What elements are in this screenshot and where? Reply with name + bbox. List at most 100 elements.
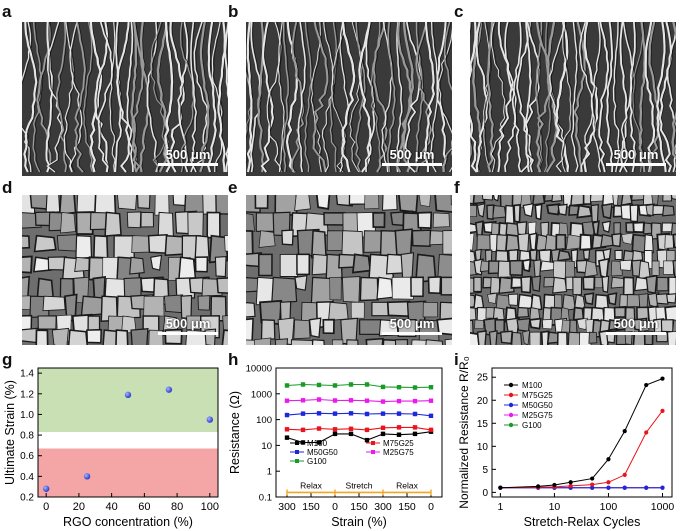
series-line xyxy=(286,383,432,389)
x-tick-label: 60 xyxy=(138,501,150,513)
data-point xyxy=(428,413,434,419)
data-point xyxy=(316,382,322,388)
data-point xyxy=(364,382,370,387)
data-point xyxy=(316,426,322,431)
data-point xyxy=(412,385,418,390)
data-point xyxy=(590,485,595,490)
strain-segment-label: Stretch xyxy=(346,480,373,490)
data-point xyxy=(644,430,649,435)
panel-label-g: g xyxy=(2,350,13,369)
scale-text-b: 500 μm xyxy=(389,147,435,162)
data-point xyxy=(348,431,354,437)
data-point xyxy=(428,398,434,403)
y-tick-label: 0.8 xyxy=(20,431,34,442)
sem-image-d: 500 μm xyxy=(22,195,228,345)
data-point xyxy=(380,384,386,390)
panel-label-i: i xyxy=(454,350,459,369)
data-point xyxy=(552,482,557,488)
data-point xyxy=(364,398,370,403)
y-tick-label: 20 xyxy=(477,396,489,407)
data-point xyxy=(606,485,611,490)
data-point xyxy=(332,411,338,416)
data-point xyxy=(316,440,322,445)
plot-frame xyxy=(37,367,219,498)
data-point xyxy=(284,383,290,388)
legend-marker xyxy=(371,450,375,454)
data-point xyxy=(348,426,354,431)
panel-label-a: a xyxy=(2,2,12,21)
x-tick-label: 100 xyxy=(201,501,219,513)
y-tick-label: 0.4 xyxy=(20,472,34,483)
y-axis-label: Ultimate Strain (%) xyxy=(3,380,17,485)
x-tick-label: 150 xyxy=(302,501,320,513)
data-point xyxy=(332,431,338,437)
shaded-band xyxy=(38,448,218,497)
x-tick-label: 150 xyxy=(350,501,368,513)
series-line xyxy=(286,431,432,444)
series-line xyxy=(286,398,432,403)
data-point xyxy=(428,385,434,390)
data-point xyxy=(568,483,573,489)
data-point xyxy=(590,482,595,487)
y-tick-label: 10 xyxy=(261,441,272,452)
plot-frame xyxy=(491,367,673,498)
x-tick-label: 20 xyxy=(73,501,85,513)
x-tick-label: 40 xyxy=(106,501,118,513)
legend-label: M100 xyxy=(522,381,543,390)
y-tick-label: 0 xyxy=(482,488,488,499)
panel-label-d: d xyxy=(2,178,13,197)
x-tick-label: 100 xyxy=(600,501,618,513)
x-tick-label: 150 xyxy=(398,501,416,513)
x-tick-label: 300 xyxy=(374,501,392,513)
y-tick-label: 1.0 xyxy=(20,410,34,421)
data-point xyxy=(660,485,665,490)
panel-label-b: b xyxy=(228,2,239,21)
data-point xyxy=(412,431,418,437)
data-point xyxy=(206,416,214,423)
scale-bar-f xyxy=(606,332,666,335)
legend-marker xyxy=(508,402,514,408)
strain-segment-label: Relax xyxy=(396,480,418,490)
y-tick-label: 1.2 xyxy=(20,389,34,400)
y-tick-label: 10 xyxy=(477,442,489,453)
scale-text-c: 500 μm xyxy=(613,147,659,162)
data-point xyxy=(300,411,306,416)
scale-text-d: 500 μm xyxy=(165,316,211,331)
legend-label: G100 xyxy=(307,457,327,466)
legend-marker xyxy=(295,459,299,463)
scale-bar-a xyxy=(158,163,218,166)
y-tick-label: 0.2 xyxy=(20,493,34,504)
y-axis-label: Resistance (Ω) xyxy=(228,391,242,474)
series-line xyxy=(286,426,432,431)
y-tick-label: 0.1 xyxy=(259,493,272,504)
data-point xyxy=(660,376,665,381)
y-tick-label: 25 xyxy=(477,373,489,384)
chart-normalized-resistance: 0 5 10 15 20 25 1 10 100 1000 M100M75G25M50G50M25G… xyxy=(457,356,674,529)
scale-bar-d xyxy=(158,332,218,335)
y-tick-label: 15 xyxy=(477,419,489,430)
shaded-band xyxy=(38,368,218,432)
legend-label: M75G25 xyxy=(383,439,414,448)
data-point xyxy=(380,425,386,431)
data-point xyxy=(644,382,649,388)
y-tick-label: 10000 xyxy=(246,364,272,375)
legend-label: M50G50 xyxy=(522,401,553,410)
legend-label: G100 xyxy=(522,421,542,430)
data-point xyxy=(536,484,541,489)
data-point xyxy=(284,435,290,440)
legend-marker xyxy=(508,412,514,418)
panel-label-f: f xyxy=(454,178,460,197)
data-point xyxy=(300,398,306,403)
data-point xyxy=(332,427,338,432)
data-point xyxy=(590,476,595,481)
data-point xyxy=(396,411,402,416)
data-point xyxy=(348,382,354,387)
data-point xyxy=(660,408,665,413)
legend-marker xyxy=(371,441,375,445)
data-point xyxy=(606,457,611,462)
data-point xyxy=(332,398,338,403)
y-tick-label: 5 xyxy=(482,465,488,476)
data-point xyxy=(124,391,132,399)
data-point xyxy=(348,398,354,403)
y-tick-label: 1.4 xyxy=(20,369,34,380)
